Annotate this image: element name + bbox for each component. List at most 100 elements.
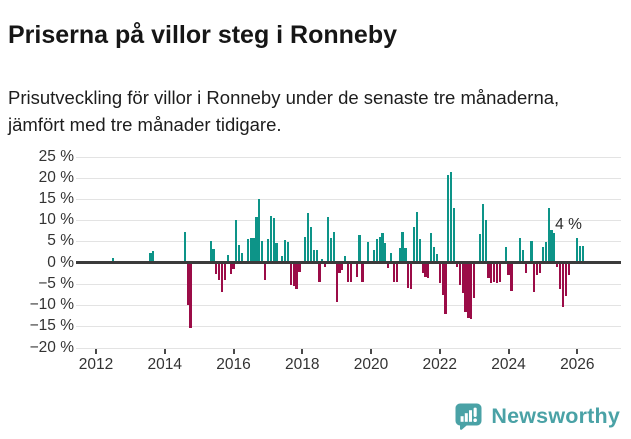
bar (444, 262, 447, 315)
gridline (76, 220, 621, 222)
x-tick (438, 349, 441, 354)
y-axis-labels: 25 % 20 % 15 % 10 % 5 % 0 % −5 % −10 % −15 % −20 … (0, 148, 74, 360)
bar (283, 239, 287, 263)
bar (441, 262, 444, 295)
bar (418, 238, 421, 263)
bar (496, 262, 499, 284)
bar (324, 262, 327, 267)
bar (261, 241, 264, 263)
bar (349, 262, 353, 282)
bar-chart-speech-bubble-icon (455, 403, 482, 430)
bar (347, 262, 350, 282)
bar (215, 262, 218, 275)
bar (218, 262, 221, 281)
bar (229, 262, 232, 275)
bar (541, 246, 545, 263)
bar (238, 244, 241, 263)
y-tick-label: −20 % (29, 338, 74, 356)
bar (355, 262, 358, 278)
bar (321, 258, 324, 263)
bar (507, 262, 510, 275)
gridline (76, 177, 621, 179)
bar (510, 262, 513, 292)
bar (524, 262, 527, 274)
bar (112, 258, 115, 263)
bar (450, 172, 453, 263)
bar (318, 262, 321, 282)
y-tick-label: 15 % (38, 190, 74, 208)
y-tick-label: 0 % (47, 253, 74, 271)
bar (518, 237, 522, 263)
x-tick-label: 2020 (353, 356, 389, 373)
bar (387, 262, 390, 269)
bar (212, 249, 215, 263)
bar (209, 241, 212, 263)
bar (412, 227, 416, 263)
bar (272, 218, 275, 263)
gridline (76, 199, 621, 201)
bar (152, 250, 155, 263)
x-tick-label: 2016 (216, 356, 251, 373)
x-tick (95, 349, 97, 354)
bar (453, 207, 456, 263)
gridline (76, 326, 621, 328)
bar (487, 262, 490, 279)
bar (561, 262, 565, 307)
bar (332, 231, 335, 263)
bar (186, 262, 189, 306)
bar (326, 217, 330, 263)
bar (241, 252, 244, 263)
bar (378, 237, 381, 263)
bar (458, 262, 461, 286)
bar (401, 231, 404, 263)
bar (381, 233, 384, 263)
bar (407, 262, 410, 288)
bar (392, 262, 396, 282)
bar (306, 213, 310, 263)
bar (281, 255, 284, 263)
bar (504, 246, 507, 263)
bar (292, 262, 295, 286)
brand-name: Newsworthy (491, 404, 620, 428)
bar (484, 219, 487, 263)
bar (447, 174, 450, 263)
gridline (76, 241, 621, 243)
x-tick-label: 2026 (560, 356, 595, 373)
y-tick-label: −5 % (38, 274, 74, 292)
x-tick-label: 2022 (422, 356, 458, 373)
bar (538, 262, 542, 274)
bar (490, 262, 493, 284)
gridline (76, 283, 621, 285)
bar (521, 249, 524, 263)
bar (341, 262, 344, 270)
bar (223, 262, 226, 281)
bar (298, 262, 301, 273)
bar (576, 238, 579, 263)
gridline (76, 305, 621, 307)
bar (461, 262, 464, 294)
bar (553, 233, 556, 263)
bar (536, 262, 539, 275)
bar (220, 262, 224, 292)
bar (473, 262, 476, 299)
bar (266, 239, 269, 263)
bar (335, 262, 338, 303)
bar (581, 245, 585, 263)
x-tick (301, 349, 304, 354)
bar (438, 262, 441, 284)
latest-value-annotation: 4 % (555, 216, 582, 233)
bar (395, 262, 398, 282)
bar (567, 262, 570, 275)
bar (421, 262, 424, 274)
bar (559, 262, 562, 290)
bar (286, 242, 290, 263)
bar (478, 234, 481, 263)
bar (470, 262, 473, 319)
bar (246, 239, 249, 263)
x-tick-label: 2012 (78, 356, 114, 373)
bar (533, 262, 536, 292)
bar (427, 262, 430, 279)
bar (358, 235, 361, 263)
chart-title: Priserna på villor steg i Ronneby (8, 20, 398, 49)
x-tick (507, 349, 510, 354)
